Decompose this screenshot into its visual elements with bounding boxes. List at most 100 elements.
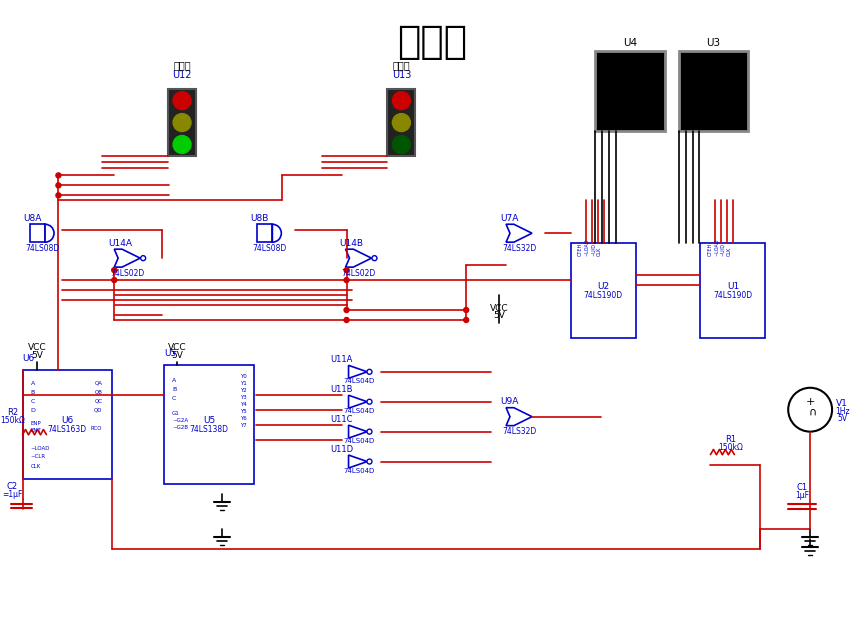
PathPatch shape: [115, 249, 140, 267]
Bar: [168, 88, 195, 156]
Circle shape: [112, 277, 116, 282]
Circle shape: [56, 193, 61, 198]
Bar: [164, 365, 253, 485]
Text: U2: U2: [597, 282, 609, 291]
Text: C: C: [172, 396, 177, 400]
Text: 150kΩ: 150kΩ: [717, 443, 742, 452]
Text: U11B: U11B: [330, 385, 352, 394]
Circle shape: [344, 277, 349, 282]
Circle shape: [344, 268, 349, 273]
Circle shape: [56, 173, 61, 178]
Text: QC: QC: [94, 399, 102, 404]
Text: U1: U1: [726, 282, 738, 291]
Circle shape: [140, 256, 146, 261]
Text: 交通灯: 交通灯: [397, 23, 467, 61]
Bar: [387, 88, 415, 156]
Text: U8A: U8A: [23, 214, 41, 222]
Text: ~CLR: ~CLR: [30, 454, 46, 459]
Text: 74LS32D: 74LS32D: [501, 243, 536, 253]
Bar: [29, 224, 45, 242]
PathPatch shape: [348, 396, 367, 408]
PathPatch shape: [348, 365, 367, 378]
Circle shape: [392, 91, 410, 109]
Text: U11C: U11C: [330, 415, 352, 424]
Circle shape: [392, 114, 410, 132]
Text: Y3: Y3: [240, 395, 246, 400]
Text: C1: C1: [796, 483, 807, 492]
Text: U6: U6: [22, 354, 34, 363]
Text: Y2: Y2: [240, 387, 246, 393]
Text: 辅干道: 辅干道: [392, 60, 410, 70]
Text: +: +: [804, 397, 814, 407]
Text: B: B: [172, 387, 177, 392]
Bar: [257, 224, 272, 242]
Text: ~U/D: ~U/D: [720, 243, 725, 256]
Text: U5: U5: [164, 349, 177, 358]
Text: CTEH: CTEH: [707, 243, 712, 256]
Text: CLK: CLK: [726, 247, 731, 256]
Text: VCC: VCC: [489, 303, 508, 313]
Text: 1μF: 1μF: [794, 491, 808, 500]
Text: CTEH: CTEH: [577, 243, 582, 256]
Text: U14A: U14A: [108, 239, 132, 248]
Text: QB: QB: [95, 390, 102, 395]
Text: ~G2B: ~G2B: [172, 425, 188, 430]
Text: U11A: U11A: [330, 355, 352, 364]
Circle shape: [344, 318, 349, 323]
Text: 74LS04D: 74LS04D: [344, 438, 375, 444]
Text: ENT: ENT: [30, 428, 41, 433]
Text: ~U/D: ~U/D: [590, 243, 595, 256]
Text: 74LS163D: 74LS163D: [47, 425, 87, 434]
Circle shape: [463, 308, 468, 313]
Text: RCO: RCO: [90, 426, 102, 431]
Text: QD: QD: [94, 408, 102, 413]
Text: ~LOAD: ~LOAD: [584, 239, 589, 256]
Circle shape: [173, 135, 191, 153]
Text: R1: R1: [724, 435, 735, 444]
Circle shape: [367, 399, 372, 404]
Text: U12: U12: [172, 70, 191, 80]
Text: ~LOAD: ~LOAD: [714, 239, 719, 256]
Text: 74LS190D: 74LS190D: [583, 291, 623, 300]
Text: U11D: U11D: [330, 444, 353, 454]
PathPatch shape: [348, 425, 367, 438]
Text: ~LOAD: ~LOAD: [30, 446, 50, 451]
Text: U9A: U9A: [499, 397, 517, 406]
Text: 主干道: 主干道: [173, 60, 190, 70]
Circle shape: [367, 459, 372, 464]
Text: 74LS02D: 74LS02D: [110, 269, 144, 277]
Text: Y7: Y7: [240, 423, 246, 428]
Text: Y6: Y6: [240, 416, 246, 421]
Circle shape: [56, 183, 61, 188]
Circle shape: [344, 308, 349, 313]
Text: G1: G1: [172, 411, 180, 416]
Text: R2: R2: [7, 408, 18, 417]
Text: A: A: [172, 378, 177, 383]
Text: ∩: ∩: [807, 407, 815, 417]
Circle shape: [367, 370, 372, 375]
Text: U6: U6: [61, 416, 73, 425]
Text: C2: C2: [7, 482, 18, 491]
PathPatch shape: [348, 455, 367, 468]
Text: 74LS138D: 74LS138D: [189, 425, 228, 434]
Text: 1Hz: 1Hz: [833, 407, 848, 416]
Text: U13: U13: [391, 70, 411, 80]
Circle shape: [112, 268, 116, 273]
Text: =1μF: =1μF: [3, 490, 22, 499]
Text: U3: U3: [705, 38, 720, 48]
Text: V1: V1: [835, 399, 847, 408]
Text: VCC: VCC: [28, 344, 46, 352]
Bar: [594, 51, 664, 130]
PathPatch shape: [345, 249, 371, 267]
Text: U14B: U14B: [339, 239, 363, 248]
Text: 5V: 5V: [836, 414, 846, 423]
Text: Y4: Y4: [240, 402, 246, 407]
Text: 74LS04D: 74LS04D: [344, 408, 375, 413]
Circle shape: [173, 114, 191, 132]
Text: Y5: Y5: [240, 408, 246, 413]
Text: U5: U5: [202, 416, 215, 425]
Text: 150kΩ: 150kΩ: [0, 416, 25, 425]
Text: 74LS04D: 74LS04D: [344, 467, 375, 473]
Text: D: D: [30, 408, 35, 413]
Text: U8B: U8B: [251, 214, 269, 222]
